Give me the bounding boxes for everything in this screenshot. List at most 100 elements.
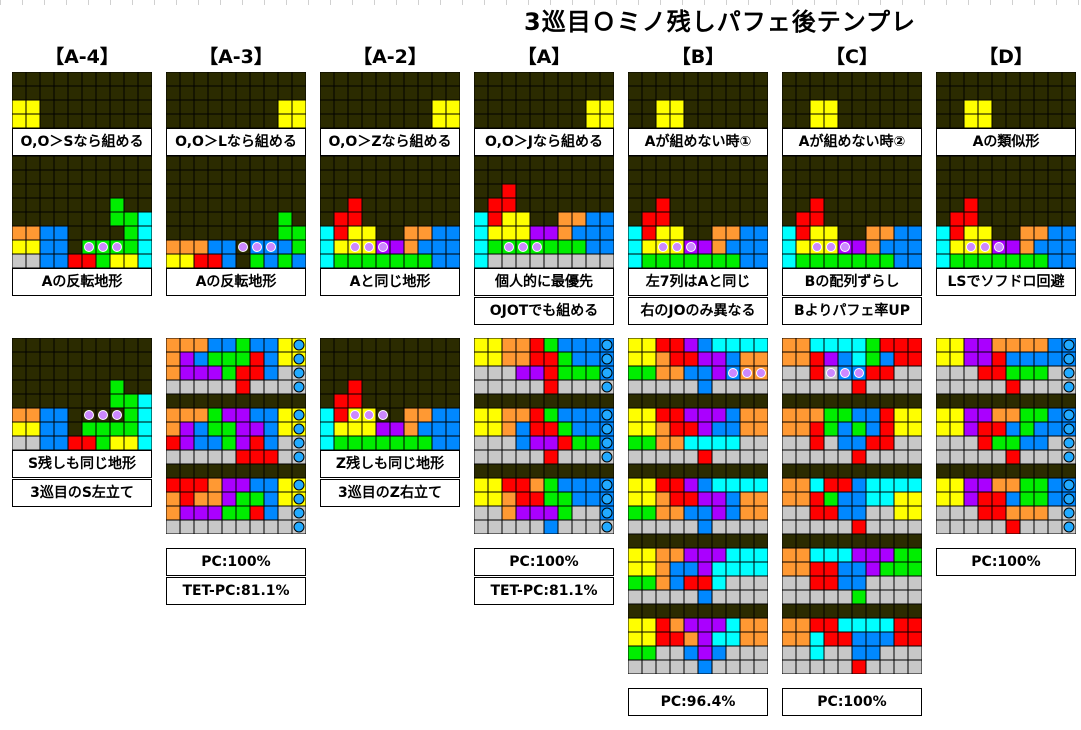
cell-Y <box>12 421 27 437</box>
cell-P <box>683 407 699 423</box>
cell-empty <box>207 156 223 171</box>
cell-empty <box>81 99 97 115</box>
cell-empty <box>865 183 881 199</box>
cell-Y <box>963 113 979 128</box>
cell-empty <box>515 113 531 128</box>
cell-empty <box>585 72 601 87</box>
cell-O <box>753 407 768 423</box>
cell-R <box>487 211 503 227</box>
cell-empty <box>417 393 433 409</box>
cell-empty <box>235 197 251 213</box>
cell-empty <box>333 169 349 185</box>
cell-empty <box>361 113 377 128</box>
row-marker <box>1063 423 1075 435</box>
cell-Y <box>641 617 657 633</box>
cell-empty <box>166 393 181 409</box>
cell-empty <box>515 156 531 171</box>
cell-empty <box>991 225 1007 241</box>
cell-empty <box>557 463 573 479</box>
cell-empty <box>445 85 460 101</box>
marker-dot <box>840 242 850 252</box>
cell-B <box>571 421 587 437</box>
cell-B <box>39 253 55 269</box>
cell-P <box>697 645 713 661</box>
cell-empty <box>263 197 279 213</box>
cell-O <box>655 365 671 381</box>
cell-R <box>249 449 265 465</box>
cell-B <box>1019 435 1035 451</box>
cell-B <box>851 407 867 423</box>
cell-G <box>879 561 895 577</box>
cell-empty <box>95 183 111 199</box>
cell-empty <box>557 183 573 199</box>
cell-G <box>823 253 839 269</box>
cell-empty <box>235 225 251 241</box>
label-a2-alt: Z残しも同じ地形 <box>320 450 460 478</box>
cell-G <box>1033 365 1049 381</box>
cell-B <box>445 253 460 269</box>
cell-empty <box>963 85 979 101</box>
cell-G <box>851 253 867 269</box>
cell-O <box>501 407 517 423</box>
cell-empty <box>417 113 433 128</box>
cell-B <box>445 239 460 255</box>
cell-B <box>837 421 853 437</box>
cell-O <box>795 351 811 367</box>
cell-G <box>1019 421 1035 437</box>
cell-empty <box>697 197 713 213</box>
cell-R <box>683 351 699 367</box>
cell-Y <box>823 99 839 115</box>
cell-empty <box>431 156 447 171</box>
cell-empty <box>963 72 979 87</box>
cell-empty <box>347 183 363 199</box>
cell-R <box>529 491 545 507</box>
cell-Y <box>893 491 909 507</box>
cell-G <box>991 253 1007 269</box>
cell-B <box>193 421 209 437</box>
cell-S <box>739 575 755 591</box>
cell-B <box>851 505 867 521</box>
cell-Y <box>949 351 965 367</box>
cell-empty <box>39 99 55 115</box>
cell-S <box>837 659 853 674</box>
cell-empty <box>655 169 671 185</box>
cell-empty <box>474 72 489 87</box>
cell-S <box>179 449 195 465</box>
cell-empty <box>782 211 797 227</box>
cell-R <box>991 491 1007 507</box>
cell-empty <box>445 211 460 227</box>
cell-empty <box>474 113 489 128</box>
cell-empty <box>1033 211 1049 227</box>
cell-B <box>249 338 265 353</box>
cell-C <box>879 617 895 633</box>
row-marker <box>601 451 613 463</box>
cell-S <box>641 449 657 465</box>
cell-R <box>529 421 545 437</box>
cell-O <box>1005 505 1021 521</box>
cell-empty <box>823 85 839 101</box>
cell-O <box>166 491 181 507</box>
cell-empty <box>249 197 265 213</box>
cell-empty <box>487 393 503 409</box>
cell-empty <box>879 156 895 171</box>
cell-empty <box>782 393 797 409</box>
cell-S <box>837 519 853 535</box>
cell-P <box>683 477 699 493</box>
label-c-desc: Bの配列ずらし <box>782 268 922 296</box>
cell-Y <box>655 99 671 115</box>
cell-empty <box>25 169 41 185</box>
cell-Y <box>277 421 293 437</box>
cell-P <box>179 435 195 451</box>
cell-G <box>1019 365 1035 381</box>
cell-B <box>753 253 768 269</box>
cell-empty <box>991 113 1007 128</box>
cell-empty <box>235 183 251 199</box>
cell-R <box>543 449 559 465</box>
cell-R <box>809 197 825 213</box>
cell-empty <box>893 197 909 213</box>
cell-C <box>865 491 881 507</box>
cell-empty <box>977 169 993 185</box>
cell-R <box>669 631 685 647</box>
cell-empty <box>263 183 279 199</box>
